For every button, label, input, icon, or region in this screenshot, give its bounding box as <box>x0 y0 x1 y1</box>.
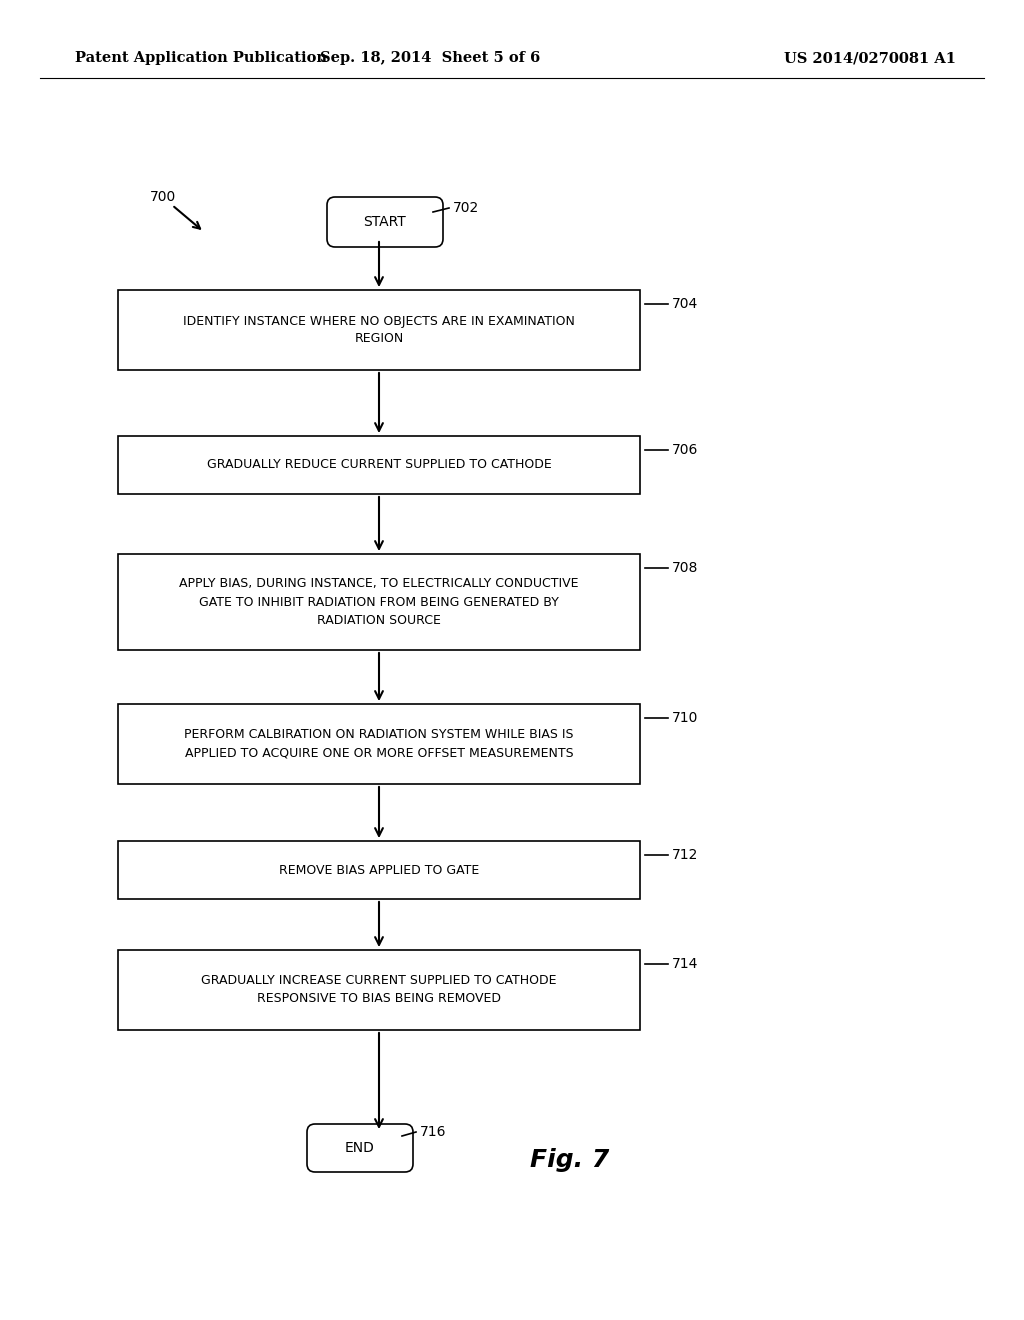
Text: APPLY BIAS, DURING INSTANCE, TO ELECTRICALLY CONDUCTIVE
GATE TO INHIBIT RADIATIO: APPLY BIAS, DURING INSTANCE, TO ELECTRIC… <box>179 578 579 627</box>
Text: 712: 712 <box>672 847 698 862</box>
Text: Fig. 7: Fig. 7 <box>530 1148 609 1172</box>
Text: US 2014/0270081 A1: US 2014/0270081 A1 <box>784 51 956 65</box>
Text: 700: 700 <box>150 190 176 205</box>
Text: 710: 710 <box>672 711 698 725</box>
Text: START: START <box>364 215 407 228</box>
Text: REMOVE BIAS APPLIED TO GATE: REMOVE BIAS APPLIED TO GATE <box>279 863 479 876</box>
Text: GRADUALLY INCREASE CURRENT SUPPLIED TO CATHODE
RESPONSIVE TO BIAS BEING REMOVED: GRADUALLY INCREASE CURRENT SUPPLIED TO C… <box>202 974 557 1006</box>
Text: 702: 702 <box>453 201 479 215</box>
Text: IDENTIFY INSTANCE WHERE NO OBJECTS ARE IN EXAMINATION
REGION: IDENTIFY INSTANCE WHERE NO OBJECTS ARE I… <box>183 314 574 346</box>
Text: 706: 706 <box>672 444 698 457</box>
FancyBboxPatch shape <box>307 1125 413 1172</box>
FancyBboxPatch shape <box>118 950 640 1030</box>
FancyBboxPatch shape <box>118 704 640 784</box>
Text: Sep. 18, 2014  Sheet 5 of 6: Sep. 18, 2014 Sheet 5 of 6 <box>319 51 540 65</box>
FancyBboxPatch shape <box>118 290 640 370</box>
Text: 714: 714 <box>672 957 698 972</box>
FancyBboxPatch shape <box>118 554 640 649</box>
Text: 716: 716 <box>420 1125 446 1139</box>
Text: 708: 708 <box>672 561 698 576</box>
Text: PERFORM CALBIRATION ON RADIATION SYSTEM WHILE BIAS IS
APPLIED TO ACQUIRE ONE OR : PERFORM CALBIRATION ON RADIATION SYSTEM … <box>184 729 573 759</box>
Text: 704: 704 <box>672 297 698 312</box>
FancyBboxPatch shape <box>118 841 640 899</box>
Text: Patent Application Publication: Patent Application Publication <box>75 51 327 65</box>
Text: END: END <box>345 1140 375 1155</box>
Text: GRADUALLY REDUCE CURRENT SUPPLIED TO CATHODE: GRADUALLY REDUCE CURRENT SUPPLIED TO CAT… <box>207 458 551 471</box>
FancyBboxPatch shape <box>327 197 443 247</box>
FancyBboxPatch shape <box>118 436 640 494</box>
